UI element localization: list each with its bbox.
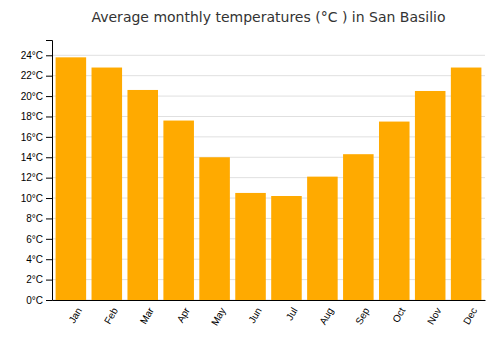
bar xyxy=(307,177,338,300)
x-tick: Sep xyxy=(353,305,372,326)
x-tick-label: Aug xyxy=(317,306,335,327)
y-tick-mark xyxy=(46,280,52,281)
y-tick: 6°C xyxy=(26,234,52,245)
bar xyxy=(56,57,87,300)
bars xyxy=(56,57,482,300)
bar xyxy=(163,121,194,300)
y-tick-mark xyxy=(46,218,52,219)
y-tick: 16°C xyxy=(21,132,52,143)
y-tick: 12°C xyxy=(21,172,52,183)
x-tick-label: Dec xyxy=(461,306,479,327)
x-tick: Aug xyxy=(317,306,335,327)
y-tick-label: 10°C xyxy=(21,193,43,204)
x-tick-label: Nov xyxy=(425,306,443,327)
x-tick-label: Jun xyxy=(246,306,264,325)
x-tick-label: Jul xyxy=(284,306,300,323)
y-tick-mark xyxy=(46,300,52,301)
y-tick: 18°C xyxy=(21,111,52,122)
bar xyxy=(127,90,158,300)
x-tick-label: Jan xyxy=(66,306,84,325)
y-tick-label: 22°C xyxy=(21,70,43,81)
x-tick: Jun xyxy=(246,306,264,325)
x-tick: Nov xyxy=(425,306,443,327)
x-tick: Dec xyxy=(461,306,479,327)
x-tick-label: Oct xyxy=(390,305,407,324)
y-tick-label: 16°C xyxy=(21,132,43,143)
bar xyxy=(199,157,230,300)
x-tick: Feb xyxy=(102,305,120,326)
y-tick-label: 20°C xyxy=(21,91,43,102)
x-tick: Mar xyxy=(138,305,156,326)
y-tick: 8°C xyxy=(26,213,52,224)
y-axis: 0°C 2°C 4°C 6°C 8°C 10°C 12°C 14°C 16°C 18°C 20°C 2… xyxy=(21,41,53,306)
bar xyxy=(415,91,446,300)
x-tick: Jul xyxy=(284,306,300,323)
bar xyxy=(451,68,482,300)
y-tick-mark xyxy=(46,178,52,179)
x-axis: Jan Feb Mar Apr May Jun Jul Aug Sep Oct Nov Dec xyxy=(53,301,486,328)
x-axis-line xyxy=(53,300,486,301)
y-axis-line xyxy=(46,41,53,301)
plot: 0°C 2°C 4°C 6°C 8°C 10°C 12°C 14°C 16°C 18°C 20°C 2… xyxy=(21,41,486,328)
bar xyxy=(235,193,266,300)
y-tick-mark xyxy=(46,137,52,138)
x-tick-label: Sep xyxy=(353,305,372,326)
x-tick: Jan xyxy=(66,306,84,325)
bar xyxy=(379,122,410,300)
y-tick: 20°C xyxy=(21,91,52,102)
x-tick-label: Apr xyxy=(175,305,193,325)
y-tick-mark xyxy=(46,96,52,97)
y-tick: 0°C xyxy=(26,295,52,306)
y-tick-mark xyxy=(46,116,52,117)
y-tick-label: 18°C xyxy=(21,111,43,122)
x-tick-label: May xyxy=(209,306,228,328)
x-tick: May xyxy=(209,306,228,328)
x-tick-label: Feb xyxy=(102,305,120,326)
y-tick-mark xyxy=(46,76,52,77)
grid-line xyxy=(52,55,485,56)
title: Average monthly temperatures (°C ) in Sa… xyxy=(91,9,445,25)
y-tick: 24°C xyxy=(21,50,52,61)
y-tick-mark xyxy=(46,55,52,56)
y-tick-label: 4°C xyxy=(26,254,43,265)
y-tick: 14°C xyxy=(21,152,52,163)
y-tick: 10°C xyxy=(21,193,52,204)
y-tick-label: 14°C xyxy=(21,152,43,163)
y-tick-mark xyxy=(46,259,52,260)
bar xyxy=(92,68,123,300)
x-tick: Oct xyxy=(390,305,407,324)
bar xyxy=(271,196,302,300)
y-tick: 22°C xyxy=(21,70,52,81)
y-tick-mark xyxy=(46,157,52,158)
x-tick-label: Mar xyxy=(138,305,156,326)
y-tick-label: 0°C xyxy=(26,295,43,306)
y-tick-label: 8°C xyxy=(26,213,43,224)
y-tick: 2°C xyxy=(26,274,52,285)
x-tick: Apr xyxy=(175,305,193,325)
y-tick-mark xyxy=(46,239,52,240)
y-tick-mark xyxy=(46,198,52,199)
bar xyxy=(343,154,374,300)
y-tick-label: 2°C xyxy=(26,274,43,285)
y-tick-label: 6°C xyxy=(26,234,43,245)
grid xyxy=(52,55,485,300)
y-tick-label: 24°C xyxy=(21,50,43,61)
chart: 0°C 2°C 4°C 6°C 8°C 10°C 12°C 14°C 16°C 18°C 20°C 2… xyxy=(0,0,500,350)
y-tick-label: 12°C xyxy=(21,172,43,183)
y-tick: 4°C xyxy=(26,254,52,265)
